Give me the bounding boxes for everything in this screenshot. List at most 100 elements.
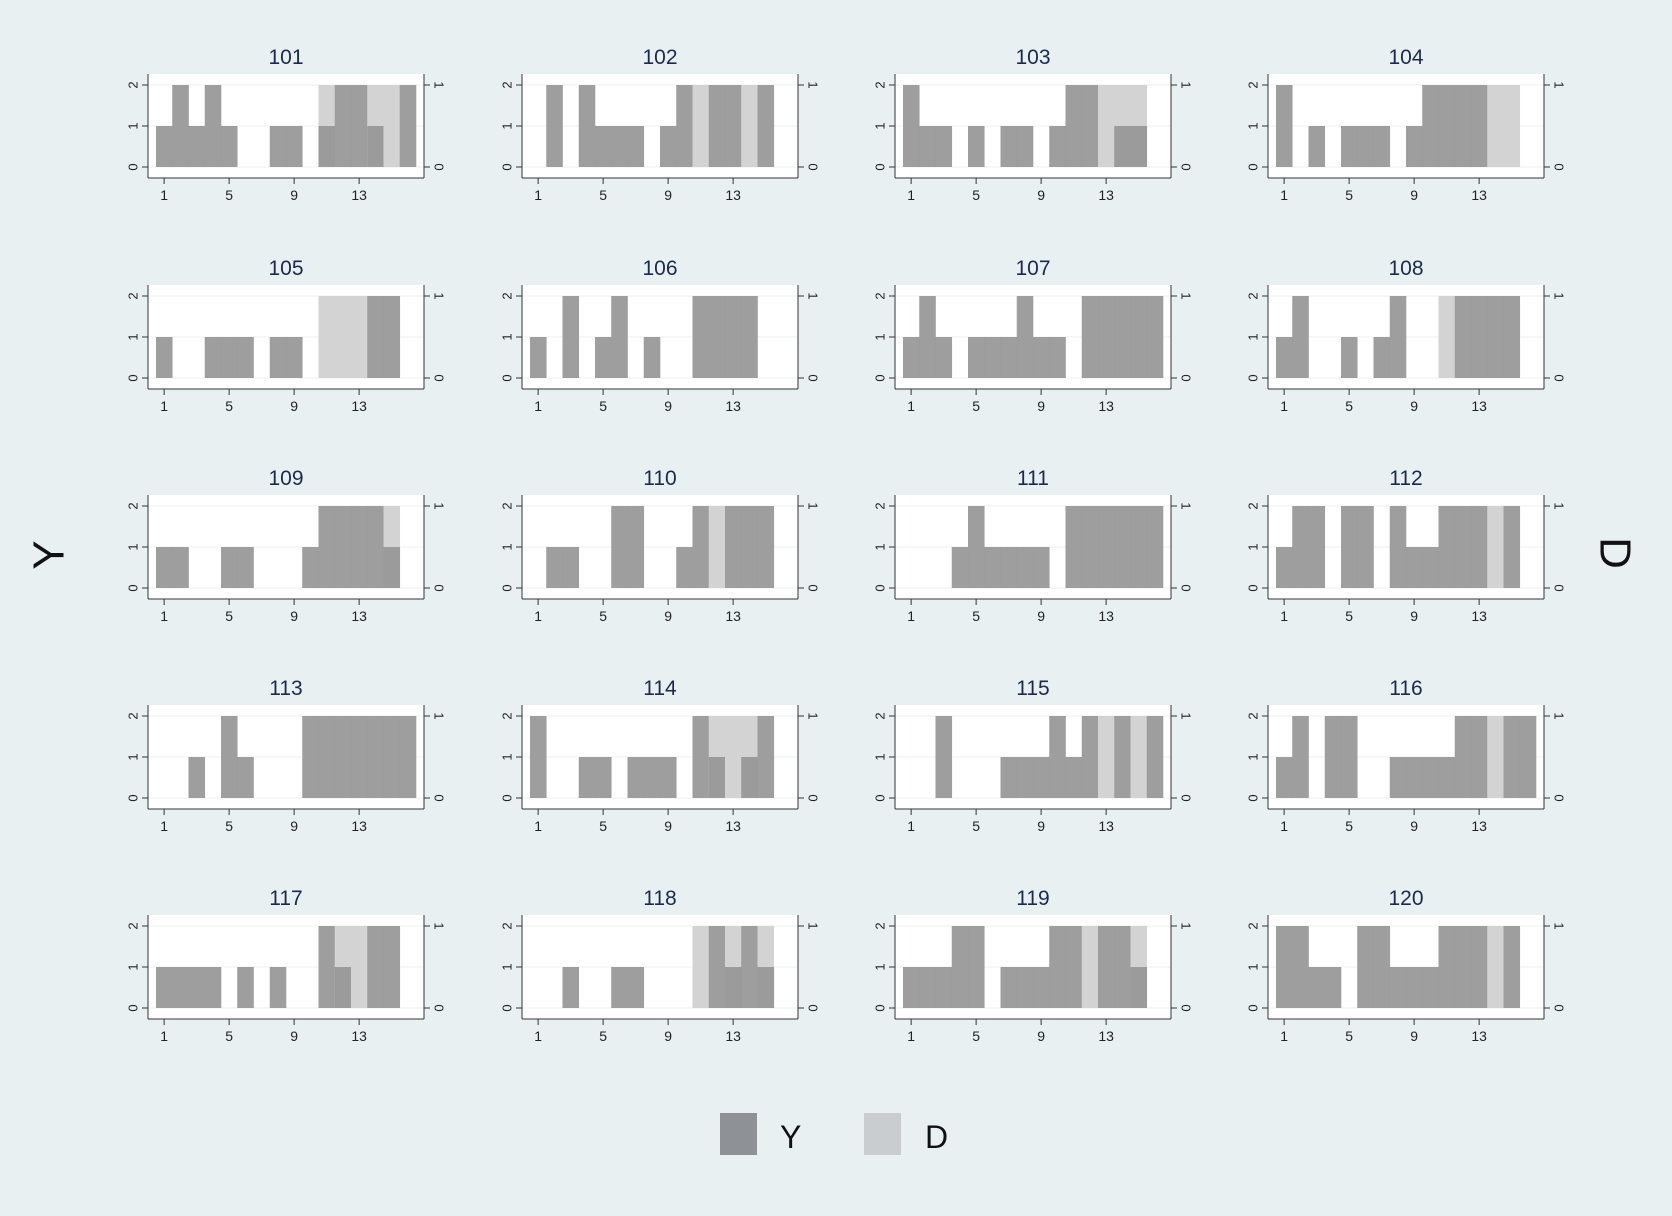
x-tick-label: 5	[225, 1028, 233, 1044]
d-bar	[334, 296, 352, 378]
y-bar	[1454, 506, 1472, 588]
y-bar	[741, 757, 758, 798]
d-bar	[1487, 716, 1504, 798]
left-tick-label: 1	[499, 963, 514, 970]
y-bar	[286, 126, 303, 167]
y-bar	[1454, 85, 1472, 167]
panel-112: 112 0 1 2 0 1 1 5 9 13	[1245, 467, 1566, 624]
legend-swatch-y	[720, 1113, 757, 1155]
d-bar	[1487, 85, 1504, 167]
y-bar	[725, 296, 742, 378]
y-bar	[269, 126, 287, 167]
y-bar	[1033, 757, 1050, 798]
right-tick-label: 1	[806, 922, 821, 929]
x-tick-label: 1	[160, 818, 168, 834]
x-tick-label: 13	[1471, 398, 1487, 414]
y-bar	[334, 716, 352, 798]
x-tick-label: 1	[160, 1028, 168, 1044]
x-tick-label: 5	[1345, 818, 1353, 834]
x-tick-label: 9	[664, 1028, 672, 1044]
right-tick-label: 1	[432, 922, 447, 929]
left-tick-label: 0	[1245, 584, 1260, 591]
y-bar	[660, 126, 677, 167]
y-bar	[1357, 926, 1374, 1008]
right-tick-label: 0	[1552, 374, 1567, 381]
left-tick-label: 2	[1245, 502, 1260, 509]
y-bar	[1000, 337, 1018, 378]
y-bar	[1146, 506, 1164, 588]
right-tick-label: 0	[1552, 1004, 1567, 1011]
panel-114: 114 0 1 2 0 1 1 5 9 13	[499, 677, 820, 834]
y-bar	[1406, 757, 1423, 798]
x-tick-label: 1	[534, 1028, 542, 1044]
left-tick-label: 0	[1245, 1004, 1260, 1011]
left-tick-label: 1	[1245, 963, 1260, 970]
y-bar	[188, 757, 206, 798]
x-tick-label: 1	[1280, 818, 1288, 834]
y-bar	[627, 126, 645, 167]
right-tick-label: 1	[806, 502, 821, 509]
y-bar	[221, 337, 238, 378]
y-bar	[156, 337, 173, 378]
panel-110: 110 0 1 2 0 1 1 5 9 13	[499, 467, 820, 624]
y-bar	[204, 967, 222, 1008]
right-tick-label: 1	[806, 292, 821, 299]
y-bar	[1000, 757, 1018, 798]
left-tick-label: 1	[1245, 333, 1260, 340]
y-bar	[1114, 296, 1131, 378]
legend-label-y: Y	[780, 1119, 801, 1155]
x-tick-label: 1	[907, 818, 915, 834]
x-tick-label: 13	[1098, 1028, 1114, 1044]
left-tick-label: 2	[125, 81, 140, 88]
y-bar	[367, 506, 384, 588]
d-bar	[1438, 296, 1456, 378]
y-bar	[237, 337, 254, 378]
y-bar	[919, 126, 936, 167]
x-tick-label: 5	[972, 818, 980, 834]
left-tick-label: 2	[872, 292, 887, 299]
y-bar	[1292, 716, 1309, 798]
y-bar	[919, 967, 936, 1008]
right-tick-label: 0	[806, 163, 821, 170]
y-bar	[676, 85, 693, 167]
y-bar	[1438, 506, 1456, 588]
y-bar	[643, 757, 661, 798]
x-tick-label: 13	[725, 818, 741, 834]
y-bar	[951, 926, 969, 1008]
y-bar	[1519, 716, 1537, 798]
y-bar	[1389, 967, 1407, 1008]
y-bar	[1276, 757, 1293, 798]
x-tick-label: 9	[290, 398, 298, 414]
left-tick-label: 0	[499, 374, 514, 381]
y-bar	[367, 296, 384, 378]
y-bar	[578, 85, 596, 167]
y-bar	[1422, 547, 1439, 588]
y-bar	[334, 967, 352, 1008]
panel-105: 105 0 1 2 0 1 1 5 9 13	[125, 257, 446, 414]
y-bar	[204, 337, 222, 378]
y-bar	[1406, 547, 1423, 588]
right-tick-label: 0	[1179, 163, 1194, 170]
right-tick-label: 0	[806, 374, 821, 381]
d-bar	[1098, 85, 1115, 167]
y-bar	[935, 337, 953, 378]
left-tick-label: 1	[499, 543, 514, 550]
left-tick-label: 1	[872, 333, 887, 340]
x-tick-label: 9	[1037, 187, 1045, 203]
y-bar	[1438, 85, 1456, 167]
panel-title: 105	[268, 257, 303, 280]
y-bar	[757, 967, 775, 1008]
y-bar	[351, 506, 368, 588]
y-bar	[1016, 757, 1034, 798]
panel-title: 112	[1389, 467, 1422, 490]
left-tick-label: 1	[125, 753, 140, 760]
x-tick-label: 13	[351, 1028, 367, 1044]
y-bar	[318, 716, 336, 798]
right-tick-label: 1	[1552, 292, 1567, 299]
y-bar	[1081, 296, 1099, 378]
right-tick-label: 0	[1179, 794, 1194, 801]
y-bar	[1049, 126, 1066, 167]
y-bar	[318, 926, 336, 1008]
left-tick-label: 0	[499, 584, 514, 591]
